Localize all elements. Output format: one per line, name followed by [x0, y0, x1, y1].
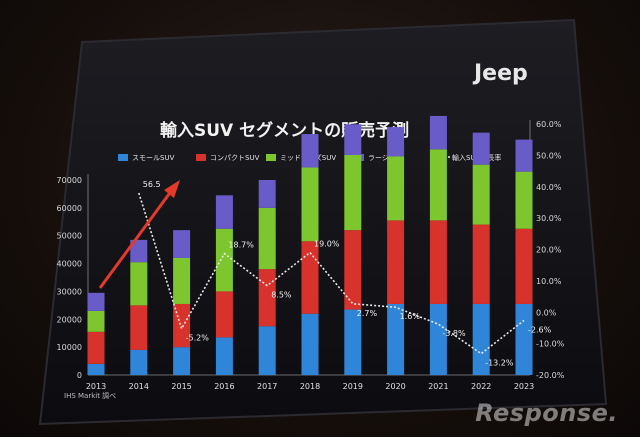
bar-segment-2	[344, 230, 362, 310]
x-tick-label: 2014	[129, 382, 149, 391]
x-tick-label: 2017	[257, 382, 277, 391]
bar-segment-2	[258, 269, 276, 327]
growth-rate-line	[138, 192, 525, 355]
bar-segment-1	[258, 326, 276, 375]
bar-segment-1	[130, 349, 148, 375]
x-tick-label: 2021	[428, 382, 448, 391]
y-right-tick-label: -10.0%	[536, 340, 565, 349]
bar-segment-1	[87, 363, 105, 375]
bar-series	[87, 115, 533, 375]
legend-label: ラージSUV	[368, 154, 403, 162]
y-right-tick-label: 0.0%	[536, 308, 557, 317]
bar-segment-4	[130, 239, 148, 263]
bar-segment-3	[429, 149, 447, 221]
y-right-tick-label: 10.0%	[536, 277, 562, 286]
y-right-tick-label: 40.0%	[536, 183, 562, 192]
source-note: IHS Markit 調べ	[64, 391, 116, 400]
x-tick-label: 2022	[471, 382, 491, 391]
bar-segment-2	[515, 228, 533, 304]
bar-segment-1	[387, 303, 405, 375]
bar-segment-3	[130, 262, 148, 306]
bar-segment-2	[472, 224, 490, 304]
y-left-tick-label: 40000	[57, 260, 82, 269]
growth-data-label: 18.7%	[228, 241, 254, 250]
y-left-tick-label: 10000	[57, 343, 82, 352]
x-tick-label: 2013	[86, 382, 106, 391]
bar-segment-2	[429, 220, 447, 304]
bar-segment-4	[301, 134, 319, 168]
growth-data-label: -3.8%	[442, 329, 466, 338]
legend-label: コンパクトSUV	[210, 154, 260, 162]
y-left-tick-label: 60000	[57, 204, 82, 213]
bar-segment-3	[515, 171, 533, 229]
legend-swatch	[196, 154, 206, 161]
bar-segment-3	[387, 156, 405, 221]
response-watermark: Response.	[475, 399, 618, 427]
bar-segment-3	[87, 310, 105, 332]
bar-segment-4	[215, 195, 233, 229]
bar-segment-2	[173, 303, 191, 348]
y-right-tick-label: -20.0%	[536, 371, 565, 380]
bar-segment-4	[258, 180, 276, 208]
y-right-tick-label: 60.0%	[536, 120, 562, 129]
growth-line-series: 56.5 -5.2% 18.7% 8.5% 19.0% 2.7% 1.6% -3.8% -13.…	[138, 180, 552, 368]
y-right-tick-label: 50.0%	[536, 151, 562, 160]
bar-segment-2	[215, 291, 233, 338]
bar-segment-4	[344, 124, 362, 155]
y-left-tick-label: 30000	[57, 287, 82, 296]
bar-segment-1	[344, 309, 362, 375]
bar-segment-1	[215, 337, 233, 375]
bar-segment-3	[344, 154, 362, 231]
bar-segment-3	[301, 167, 319, 242]
bar-segment-1	[515, 303, 533, 375]
bar-segment-1	[173, 347, 191, 375]
y-left-tick-label: 50000	[57, 232, 82, 241]
y-left-tick-label: 0	[77, 371, 82, 380]
legend-label: スモールSUV	[132, 154, 175, 162]
growth-data-label: 56.5	[143, 180, 161, 189]
bar-segment-2	[87, 331, 105, 364]
growth-data-label: -2.6%	[528, 325, 552, 334]
y-left-tick-label: 70000	[57, 176, 82, 185]
y-right-tick-label: 30.0%	[536, 214, 562, 223]
jeep-logo: Jeep	[472, 61, 528, 86]
bar-segment-4	[472, 132, 490, 165]
bar-segment-4	[173, 230, 191, 258]
growth-data-label: 2.7%	[357, 309, 378, 318]
x-tick-label: 2019	[343, 382, 363, 391]
legend-swatch	[266, 154, 276, 161]
bar-segment-3	[472, 164, 490, 225]
x-tick-label: 2018	[300, 382, 320, 391]
y-left-tick-label: 20000	[57, 315, 82, 324]
growth-data-label: 8.5%	[271, 291, 292, 300]
growth-data-label: -5.2%	[186, 334, 210, 343]
bar-segment-4	[429, 115, 447, 150]
bar-segment-1	[472, 303, 490, 375]
bar-segment-4	[87, 292, 105, 311]
growth-data-label: -13.2%	[485, 359, 514, 368]
x-tick-label: 2016	[214, 382, 234, 391]
trend-arrow	[98, 180, 180, 289]
bar-segment-3	[173, 258, 191, 304]
bar-segment-4	[387, 127, 405, 157]
legend-swatch	[118, 154, 128, 161]
growth-data-label: 1.6%	[400, 312, 421, 321]
bar-segment-3	[258, 207, 276, 270]
bar-segment-3	[215, 228, 233, 292]
bar-segment-1	[301, 313, 319, 375]
bar-segment-2	[387, 220, 405, 304]
growth-data-label: 19.0%	[314, 240, 340, 249]
chart-title: 輸入SUV セグメントの販売予測	[160, 120, 409, 141]
x-tick-label: 2015	[171, 382, 191, 391]
bar-segment-2	[130, 305, 148, 350]
x-axis-labels: 2013 2014 2015 2016 2017 2018 2019 2020 2021 2022…	[86, 382, 534, 391]
bar-segment-1	[429, 303, 447, 375]
x-tick-label: 2023	[514, 382, 534, 391]
y-right-tick-label: 20.0%	[536, 246, 562, 255]
bar-segment-2	[301, 241, 319, 314]
bar-segment-4	[515, 139, 533, 172]
x-tick-label: 2020	[385, 382, 405, 391]
